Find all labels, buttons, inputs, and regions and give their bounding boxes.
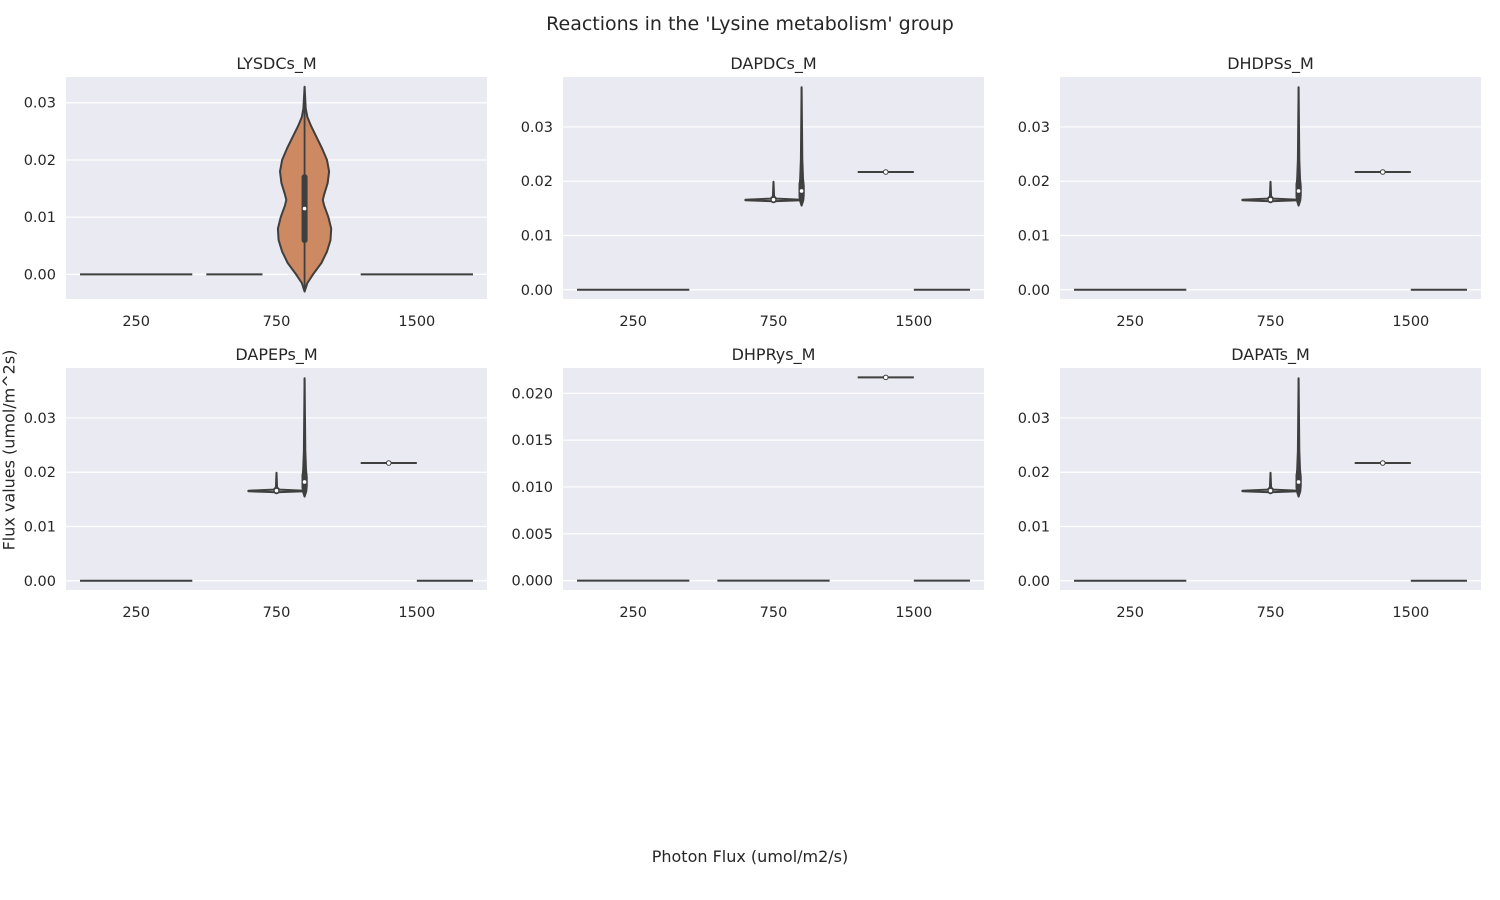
median-dot: [1267, 196, 1274, 203]
y-tick-label: 0.01: [1018, 228, 1050, 244]
x-tick-label: 1500: [398, 605, 435, 621]
x-tick-label: 250: [1116, 605, 1144, 621]
y-tick-label: 0.02: [1018, 174, 1050, 190]
median-dot: [301, 205, 308, 212]
x-tick-label: 750: [263, 605, 291, 621]
x-tick-label: 750: [760, 314, 788, 330]
subplot-2: 0.00 0.01 0.02 0.03 250 750 1500 DAPDCs_M: [521, 54, 984, 330]
plot-background: [66, 77, 487, 299]
x-tick-label: 1500: [1392, 605, 1429, 621]
y-tick-label: 0.020: [511, 386, 553, 402]
median-dot: [1379, 169, 1386, 175]
x-tick-label: 1500: [1392, 314, 1429, 330]
y-tick-label: 0.000: [511, 574, 553, 590]
median-dot: [882, 374, 889, 381]
y-tick-label: 0.03: [24, 411, 56, 427]
y-tick-label: 0.02: [521, 174, 553, 190]
x-tick-label: 250: [122, 605, 150, 621]
subplot-title: LYSDCs_M: [236, 54, 316, 74]
x-tick-label: 750: [760, 605, 788, 621]
y-tick-label: 0.00: [24, 267, 56, 283]
subplot-title: DAPDCs_M: [730, 54, 816, 74]
subplot-6: 0.00 0.01 0.02 0.03 250 750 1500 DAPATs_M: [1018, 345, 1481, 621]
median-dot: [882, 169, 889, 175]
y-tick-label: 0.01: [24, 210, 56, 226]
x-tick-label: 750: [1257, 314, 1285, 330]
x-tick-label: 250: [1116, 314, 1144, 330]
x-tick-label: 250: [619, 605, 647, 621]
median-dot: [1295, 188, 1302, 194]
x-tick-label: 1500: [895, 605, 932, 621]
y-tick-label: 0.010: [511, 480, 553, 496]
x-axis-label: Photon Flux (umol/m2/s): [651, 847, 849, 866]
y-tick-label: 0.03: [24, 96, 56, 112]
subplot-title: DHDPSs_M: [1227, 54, 1314, 74]
x-tick-label: 250: [122, 314, 150, 330]
subplot-3: 0.00 0.01 0.02 0.03 250 750 1500 DHDPSs_M: [1018, 54, 1481, 330]
x-tick-label: 750: [263, 314, 291, 330]
y-tick-label: 0.03: [1018, 411, 1050, 427]
median-dot: [770, 196, 777, 203]
y-tick-label: 0.00: [1018, 574, 1050, 590]
y-tick-label: 0.015: [511, 433, 553, 449]
y-tick-label: 0.01: [24, 519, 56, 535]
subplot-1: 0.00 0.01 0.02 0.03 250 750 1500 LYSDCs_M: [24, 54, 487, 330]
y-tick-label: 0.03: [1018, 120, 1050, 136]
subplot-4: 0.00 0.01 0.02 0.03 250 750 1500 DAPEPs_M: [24, 345, 487, 621]
median-dot: [1379, 460, 1386, 466]
y-tick-label: 0.005: [511, 527, 553, 543]
x-tick-label: 750: [1257, 605, 1285, 621]
subplot-title: DAPEPs_M: [235, 345, 317, 365]
y-tick-label: 0.02: [24, 465, 56, 481]
y-tick-label: 0.01: [521, 228, 553, 244]
median-dot: [385, 460, 392, 466]
subplot-title: DAPATs_M: [1231, 345, 1310, 365]
x-tick-label: 1500: [895, 314, 932, 330]
y-tick-label: 0.03: [521, 120, 553, 136]
x-tick-label: 1500: [398, 314, 435, 330]
median-dot: [798, 188, 805, 194]
median-dot: [301, 479, 308, 485]
median-dot: [1295, 479, 1302, 485]
y-tick-label: 0.02: [24, 153, 56, 169]
median-dot: [1267, 487, 1274, 494]
subplot-5: 0.000 0.005 0.010 0.015 0.020 250 750 1500 DHPRy…: [511, 345, 984, 621]
subplot-title: DHPRys_M: [732, 345, 816, 365]
y-tick-label: 0.00: [1018, 283, 1050, 299]
figure-title: Reactions in the 'Lysine metabolism' gro…: [546, 13, 954, 35]
y-tick-label: 0.02: [1018, 465, 1050, 481]
y-tick-label: 0.00: [24, 574, 56, 590]
median-dot: [273, 487, 280, 494]
y-tick-label: 0.01: [1018, 519, 1050, 535]
plot-background: [563, 368, 984, 590]
y-tick-label: 0.00: [521, 283, 553, 299]
x-tick-label: 250: [619, 314, 647, 330]
